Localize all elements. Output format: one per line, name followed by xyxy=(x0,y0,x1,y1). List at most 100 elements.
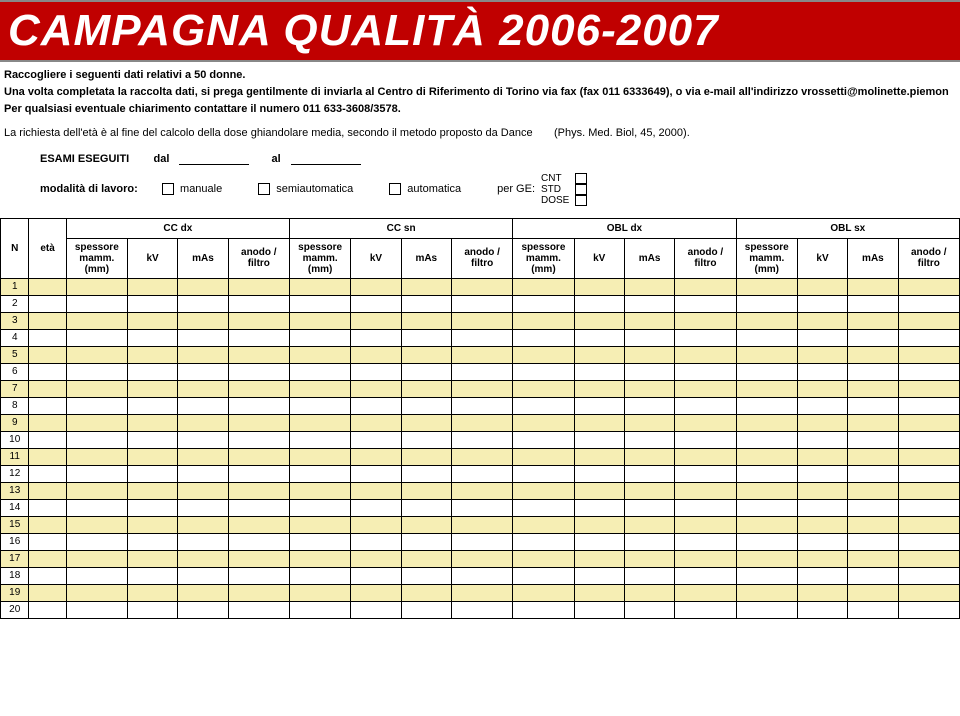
data-cell[interactable] xyxy=(29,397,66,414)
data-cell[interactable] xyxy=(451,516,512,533)
data-cell[interactable] xyxy=(848,482,898,499)
data-cell[interactable] xyxy=(127,516,177,533)
data-cell[interactable] xyxy=(401,414,451,431)
data-cell[interactable] xyxy=(178,482,228,499)
data-cell[interactable] xyxy=(289,516,350,533)
data-cell[interactable] xyxy=(451,397,512,414)
data-cell[interactable] xyxy=(401,482,451,499)
data-cell[interactable] xyxy=(351,482,401,499)
data-cell[interactable] xyxy=(848,278,898,295)
al-input[interactable] xyxy=(291,153,361,165)
data-cell[interactable] xyxy=(898,363,959,380)
data-cell[interactable] xyxy=(848,431,898,448)
data-cell[interactable] xyxy=(66,329,127,346)
data-cell[interactable] xyxy=(127,380,177,397)
data-cell[interactable] xyxy=(574,499,624,516)
data-cell[interactable] xyxy=(29,601,66,618)
data-cell[interactable] xyxy=(574,567,624,584)
data-cell[interactable] xyxy=(401,312,451,329)
data-cell[interactable] xyxy=(624,601,674,618)
data-cell[interactable] xyxy=(624,482,674,499)
data-cell[interactable] xyxy=(624,567,674,584)
data-cell[interactable] xyxy=(228,414,289,431)
data-cell[interactable] xyxy=(127,329,177,346)
data-cell[interactable] xyxy=(178,516,228,533)
data-cell[interactable] xyxy=(228,465,289,482)
data-cell[interactable] xyxy=(178,431,228,448)
data-cell[interactable] xyxy=(797,465,847,482)
data-cell[interactable] xyxy=(898,584,959,601)
data-cell[interactable] xyxy=(127,550,177,567)
data-cell[interactable] xyxy=(66,363,127,380)
data-cell[interactable] xyxy=(675,601,736,618)
data-cell[interactable] xyxy=(624,329,674,346)
data-cell[interactable] xyxy=(675,329,736,346)
data-cell[interactable] xyxy=(574,312,624,329)
data-cell[interactable] xyxy=(848,295,898,312)
data-cell[interactable] xyxy=(898,601,959,618)
data-cell[interactable] xyxy=(797,601,847,618)
data-cell[interactable] xyxy=(351,601,401,618)
data-cell[interactable] xyxy=(848,380,898,397)
data-cell[interactable] xyxy=(29,312,66,329)
checkbox-auto[interactable] xyxy=(389,183,401,195)
data-cell[interactable] xyxy=(178,278,228,295)
data-cell[interactable] xyxy=(574,397,624,414)
data-cell[interactable] xyxy=(736,312,797,329)
data-cell[interactable] xyxy=(228,499,289,516)
data-cell[interactable] xyxy=(797,278,847,295)
data-cell[interactable] xyxy=(898,465,959,482)
data-cell[interactable] xyxy=(401,584,451,601)
data-cell[interactable] xyxy=(451,295,512,312)
data-cell[interactable] xyxy=(675,380,736,397)
data-cell[interactable] xyxy=(178,397,228,414)
data-cell[interactable] xyxy=(797,499,847,516)
data-cell[interactable] xyxy=(574,482,624,499)
data-cell[interactable] xyxy=(675,431,736,448)
data-cell[interactable] xyxy=(451,482,512,499)
data-cell[interactable] xyxy=(29,380,66,397)
data-cell[interactable] xyxy=(178,584,228,601)
checkbox-semi[interactable] xyxy=(258,183,270,195)
data-cell[interactable] xyxy=(736,329,797,346)
data-cell[interactable] xyxy=(351,346,401,363)
data-cell[interactable] xyxy=(898,567,959,584)
data-cell[interactable] xyxy=(178,312,228,329)
data-cell[interactable] xyxy=(228,482,289,499)
data-cell[interactable] xyxy=(574,584,624,601)
data-cell[interactable] xyxy=(127,601,177,618)
data-cell[interactable] xyxy=(127,584,177,601)
data-cell[interactable] xyxy=(736,295,797,312)
data-cell[interactable] xyxy=(178,346,228,363)
data-cell[interactable] xyxy=(289,533,350,550)
data-cell[interactable] xyxy=(736,482,797,499)
data-cell[interactable] xyxy=(898,516,959,533)
data-cell[interactable] xyxy=(797,533,847,550)
data-cell[interactable] xyxy=(898,499,959,516)
data-cell[interactable] xyxy=(513,346,574,363)
data-cell[interactable] xyxy=(513,363,574,380)
data-cell[interactable] xyxy=(351,448,401,465)
data-cell[interactable] xyxy=(451,584,512,601)
data-cell[interactable] xyxy=(513,380,574,397)
data-cell[interactable] xyxy=(675,533,736,550)
data-cell[interactable] xyxy=(29,567,66,584)
data-cell[interactable] xyxy=(351,567,401,584)
data-cell[interactable] xyxy=(513,516,574,533)
data-cell[interactable] xyxy=(574,329,624,346)
data-cell[interactable] xyxy=(513,465,574,482)
data-cell[interactable] xyxy=(736,346,797,363)
data-cell[interactable] xyxy=(228,601,289,618)
data-cell[interactable] xyxy=(574,516,624,533)
data-cell[interactable] xyxy=(848,601,898,618)
data-cell[interactable] xyxy=(351,397,401,414)
data-cell[interactable] xyxy=(228,380,289,397)
data-cell[interactable] xyxy=(178,363,228,380)
data-cell[interactable] xyxy=(574,448,624,465)
data-cell[interactable] xyxy=(289,278,350,295)
data-cell[interactable] xyxy=(29,482,66,499)
data-cell[interactable] xyxy=(513,567,574,584)
data-cell[interactable] xyxy=(797,363,847,380)
data-cell[interactable] xyxy=(178,465,228,482)
data-cell[interactable] xyxy=(513,482,574,499)
